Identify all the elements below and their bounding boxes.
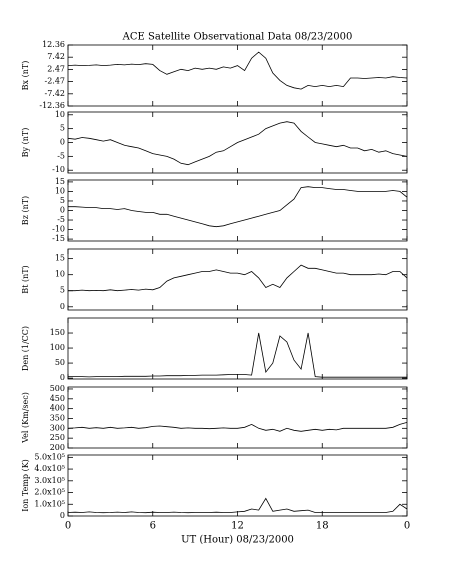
panel-frame xyxy=(67,386,408,449)
data-line xyxy=(67,51,408,90)
y-tick-label: -5 xyxy=(57,151,65,160)
y-tick-label: -7.42 xyxy=(44,89,65,98)
data-line xyxy=(68,264,408,292)
y-tick-label: -5 xyxy=(57,215,65,224)
y-tick-label: 500 xyxy=(50,384,65,393)
y-tick-label: 15 xyxy=(55,254,65,263)
y-tick-label: 5 xyxy=(60,196,65,205)
y-tick-label: 250 xyxy=(50,433,65,442)
y-tick-label: 2.0x10⁵ xyxy=(34,488,65,497)
data-line xyxy=(68,332,407,378)
y-tick-label: 4.0x10⁵ xyxy=(34,464,65,473)
y-tick-label: 2.47 xyxy=(47,64,65,73)
y-tick-label: 5.0x10⁵ xyxy=(34,452,65,461)
y-axis-label: Ion Temp (K) xyxy=(21,459,30,512)
y-tick-label: 7.42 xyxy=(47,52,65,61)
panel-frame xyxy=(67,454,408,517)
y-tick-label: -15 xyxy=(52,234,65,243)
y-tick-label: -2.47 xyxy=(44,77,65,86)
x-tick-label: 18 xyxy=(316,521,329,532)
y-tick-label: 3.0x10⁵ xyxy=(34,476,65,485)
panel-frame xyxy=(67,44,408,107)
y-tick-label: 50 xyxy=(55,358,65,367)
y-tick-label: 10 xyxy=(55,186,65,195)
y-tick-label: 350 xyxy=(50,413,65,422)
y-axis-label: Bz (nT) xyxy=(21,196,30,225)
data-line xyxy=(67,422,408,432)
y-axis-label: By (nT) xyxy=(21,128,30,158)
y-tick-label: 0 xyxy=(60,373,65,382)
y-axis-label: Vel (Km/sec) xyxy=(21,392,30,444)
y-tick-label: 450 xyxy=(50,394,65,403)
y-axis-label: Bt (nT) xyxy=(21,265,30,293)
y-tick-label: 400 xyxy=(50,404,65,413)
x-tick-label: 0 xyxy=(65,521,71,532)
y-tick-label: 0 xyxy=(60,138,65,147)
y-axis-label: Den (1/CC) xyxy=(21,326,30,371)
y-tick-label: 1.0x10⁵ xyxy=(34,499,65,508)
y-tick-label: 0 xyxy=(60,302,65,311)
y-tick-label: 5 xyxy=(60,286,65,295)
y-tick-label: 15 xyxy=(55,177,65,186)
y-tick-label: 300 xyxy=(50,423,65,432)
x-axis-label: UT (Hour) 08/23/2000 xyxy=(181,535,294,546)
y-tick-label: 0 xyxy=(60,206,65,215)
y-tick-label: 100 xyxy=(50,343,65,352)
y-tick-label: -10 xyxy=(52,225,65,234)
y-tick-label: 5 xyxy=(60,124,65,133)
x-tick-label: 6 xyxy=(150,521,156,532)
data-line xyxy=(67,497,408,514)
y-tick-label: 200 xyxy=(50,443,65,452)
y-tick-label: 150 xyxy=(50,328,65,337)
data-line xyxy=(67,121,408,166)
x-tick-label: 0 xyxy=(404,521,410,532)
chart-title: ACE Satellite Observational Data 08/23/2… xyxy=(122,32,353,43)
panel-frame xyxy=(67,179,408,242)
y-axis-label: Bx (nT) xyxy=(21,61,30,91)
y-tick-label: 0 xyxy=(60,511,65,520)
y-tick-label: -12.36 xyxy=(39,101,65,110)
panel-frame xyxy=(67,317,408,380)
y-tick-label: 10 xyxy=(55,270,65,279)
data-line xyxy=(68,186,408,228)
y-tick-label: 10 xyxy=(55,110,65,119)
y-tick-label: -10 xyxy=(52,165,65,174)
x-tick-label: 12 xyxy=(231,521,244,532)
y-tick-label: 12.36 xyxy=(42,40,65,49)
panel-frame xyxy=(67,248,408,311)
